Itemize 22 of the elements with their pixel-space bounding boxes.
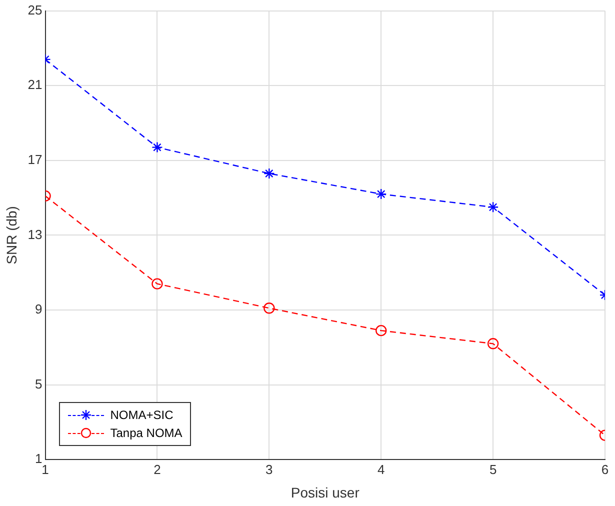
point [376,188,387,200]
y-tick-label: 1 [35,451,42,466]
point [376,324,387,336]
point [152,142,163,153]
y-tick-label: 21 [28,77,42,92]
y-axis-title: SNR (db) [3,206,20,264]
y-tick-label: 17 [28,152,42,167]
legend-label: NOMA+SIC [110,408,174,422]
x-axis-title: Posisi user [290,484,360,500]
y-tick-label: 25 [28,2,42,18]
point [264,168,275,180]
x-tick-label: 5 [489,462,497,477]
x-tick-label: 3 [266,462,273,477]
x-tick-label: 2 [154,462,161,477]
y-tick-label: 5 [35,376,42,392]
y-tick-label: 13 [28,226,42,242]
y-tick-label: 9 [35,302,42,317]
point [152,278,163,290]
x-tick-label: 6 [601,462,609,477]
x-tick-label: 4 [377,462,385,477]
legend-label: Tanpa NOMA [110,426,182,440]
point [264,302,275,314]
